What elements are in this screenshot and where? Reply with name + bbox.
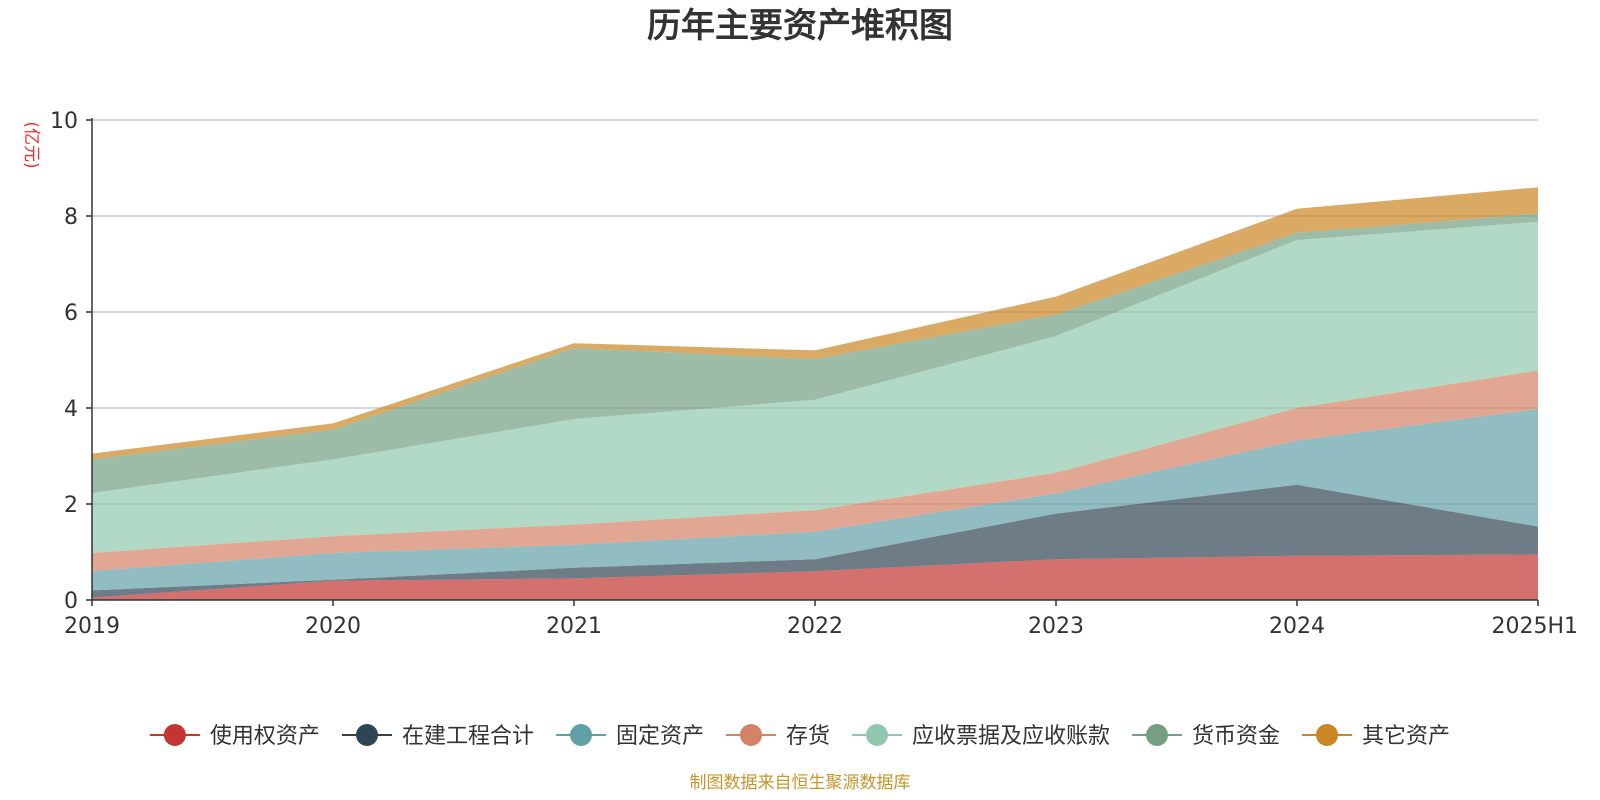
legend-item-6[interactable]: 货币资金 — [1132, 724, 1280, 749]
y-tick-label: 6 — [64, 301, 78, 326]
data-source-note: 制图数据来自恒生聚源数据库 — [690, 773, 911, 793]
x-tick-label: 2021 — [546, 614, 602, 639]
x-tick-label: 2024 — [1269, 614, 1325, 639]
axes: 0 2 4 6 8 10 2019 2020 2021 2022 2023 2024 2025H1 — [50, 109, 1578, 639]
legend-label: 固定资产 — [616, 724, 704, 749]
y-tick-label: 8 — [64, 205, 78, 230]
area-series-4 — [92, 370, 1538, 572]
x-tick-label: 2025H1 — [1491, 614, 1578, 639]
area-series-group — [92, 187, 1538, 600]
y-tick-label: 4 — [64, 397, 78, 422]
area-series-6 — [92, 213, 1538, 493]
y-axis-unit-label: (亿元) — [21, 121, 41, 168]
x-tick-label: 2020 — [305, 614, 361, 639]
area-series-7 — [92, 187, 1538, 460]
legend-label: 其它资产 — [1362, 724, 1450, 749]
y-tick-label: 2 — [64, 493, 78, 518]
y-tick-label: 10 — [50, 109, 78, 134]
area-series-2 — [92, 484, 1538, 598]
chart-title: 历年主要资产堆积图 — [647, 6, 953, 46]
x-tick-label: 2023 — [1028, 614, 1084, 639]
legend-item-5[interactable]: 应收票据及应收账款 — [852, 724, 1110, 749]
legend-marker — [1146, 724, 1168, 746]
x-tick-label: 2019 — [64, 614, 120, 639]
legend-label: 存货 — [786, 724, 830, 749]
legend-label: 使用权资产 — [210, 724, 320, 749]
legend-marker — [570, 724, 592, 746]
legend-marker — [740, 724, 762, 746]
legend-item-4[interactable]: 存货 — [726, 724, 830, 749]
legend-item-7[interactable]: 其它资产 — [1302, 724, 1450, 749]
legend-item-3[interactable]: 固定资产 — [556, 724, 704, 749]
legend-marker — [866, 724, 888, 746]
legend-label: 在建工程合计 — [402, 724, 534, 749]
y-tick-label: 0 — [64, 589, 78, 614]
area-series-3 — [92, 409, 1538, 591]
legend-label: 货币资金 — [1192, 724, 1280, 749]
area-series-1 — [92, 554, 1538, 600]
legend-marker — [356, 724, 378, 746]
legend-marker — [163, 724, 186, 746]
legend-marker — [1316, 724, 1338, 746]
legend-label: 应收票据及应收账款 — [912, 724, 1110, 749]
x-tick-label: 2022 — [787, 614, 843, 639]
legend-item-1[interactable]: 使用权资产 — [149, 724, 320, 749]
legend-item-2[interactable]: 在建工程合计 — [342, 724, 534, 749]
legend: 使用权资产 在建工程合计 固定资产 存货 应收票据及应收账款 货币资金 其它资产 — [149, 724, 1450, 749]
area-series-5 — [92, 221, 1538, 554]
